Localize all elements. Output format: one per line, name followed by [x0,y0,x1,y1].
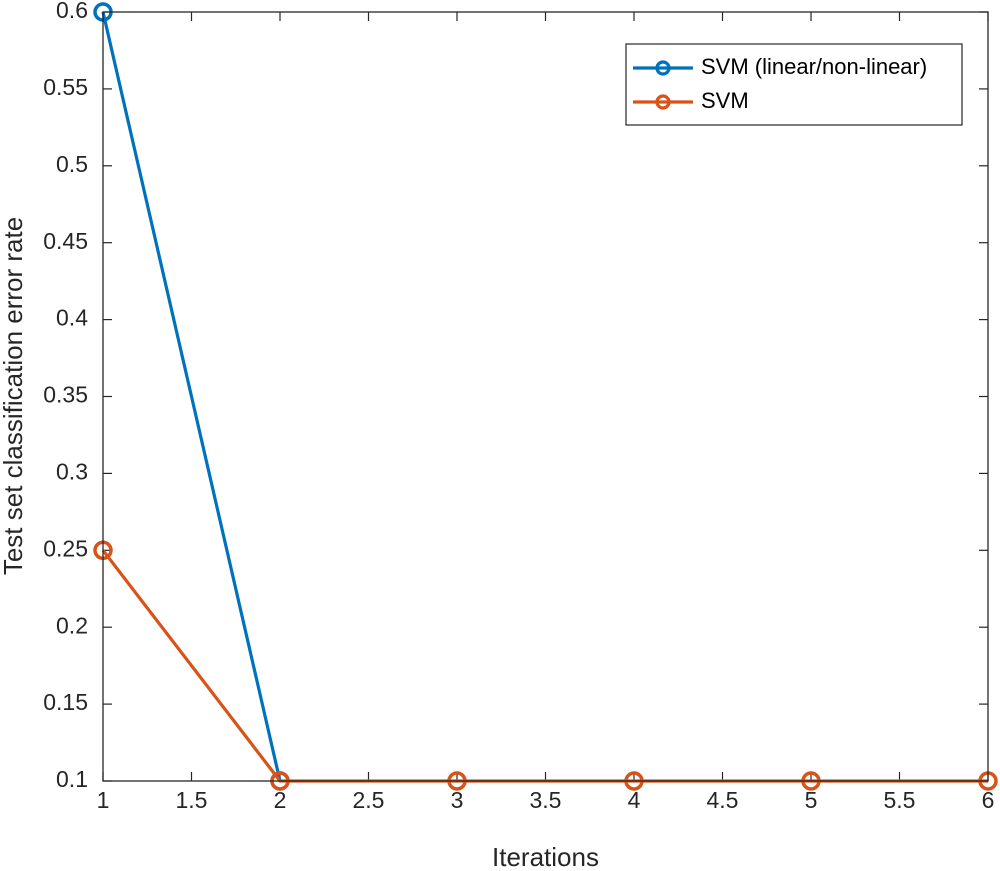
legend-marker [655,60,671,76]
legend-marker [655,94,671,110]
x-tick-label: 6 [982,787,995,813]
x-tick-label: 2 [274,787,287,813]
x-tick-label: 3.5 [530,787,562,813]
legend-entry: SVM [633,88,749,113]
y-tick-label: 0.35 [43,382,88,408]
x-tick-label: 4 [628,787,641,813]
x-tick-label: 5.5 [884,787,916,813]
y-tick-label: 0.5 [56,151,88,177]
x-axis-label: Iterations [492,842,599,871]
legend-entry: SVM (linear/non-linear) [633,54,927,79]
x-tick-label: 1 [97,787,110,813]
series-line [101,11,282,782]
y-axis-label: Test set classification error rate [0,217,28,575]
y-tick-label: 0.25 [43,535,88,561]
y-tick-label: 0.15 [43,689,88,715]
legend-label: SVM [701,88,749,113]
y-tick-label: 0.2 [56,612,88,638]
plot-area [103,12,988,781]
y-tick-label: 0.4 [56,305,88,331]
x-tick-label: 5 [805,787,818,813]
y-tick-label: 0.55 [43,74,88,100]
legend-entries: SVM (linear/non-linear) SVM [633,54,927,113]
tick-labels: 1 1.5 2 2.5 3 3.5 4 4.5 5 5.5 6 0.1 0.15 0.2 0.25 0.3 0.… [43,0,994,813]
legend-label: SVM (linear/non-linear) [701,54,927,79]
y-tick-label: 0.1 [56,766,88,792]
x-tick-label: 1.5 [176,787,208,813]
y-tick-label: 0.45 [43,228,88,254]
plot-frame [102,11,989,782]
x-tick-label: 3 [451,787,464,813]
x-tick-label: 2.5 [353,787,385,813]
y-tick-label: 0.3 [56,458,88,484]
y-tick-label: 0.6 [56,0,88,23]
x-tick-label: 4.5 [707,787,739,813]
legend-box [625,43,963,126]
legend: SVM (linear/non-linear) SVM [625,43,963,126]
